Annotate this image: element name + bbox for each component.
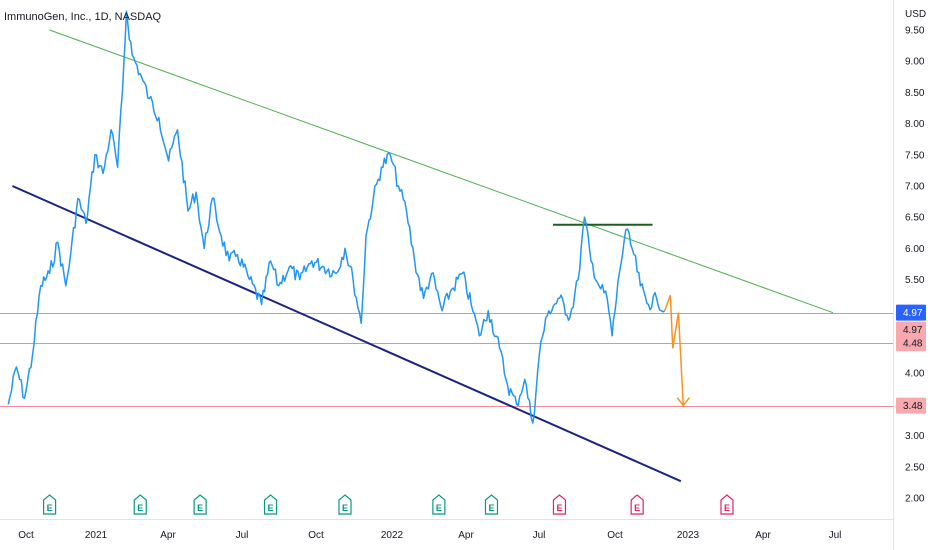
projection-path	[663, 294, 685, 406]
x-tick-label: Apr	[160, 530, 176, 541]
earnings-marker-5[interactable]: E	[432, 494, 446, 515]
earnings-marker-0[interactable]: E	[43, 494, 57, 515]
earnings-badge	[43, 494, 57, 515]
earnings-marker-9[interactable]: E	[720, 494, 734, 515]
earnings-label: E	[634, 503, 640, 513]
x-tick-label: Oct	[308, 530, 324, 541]
price-line	[7, 10, 666, 424]
projection-arrowhead	[676, 397, 690, 407]
x-tick-label: Jul	[533, 530, 546, 541]
y-tick-label: 7.50	[905, 150, 925, 161]
y-tick-label: 4.00	[905, 369, 925, 380]
earnings-badge	[263, 494, 278, 515]
earnings-label: E	[724, 503, 730, 513]
x-tick-label: Apr	[755, 530, 771, 541]
price-series	[7, 10, 666, 424]
earnings-badge	[552, 494, 567, 515]
x-tick-label: Oct	[607, 530, 623, 541]
earnings-badge	[338, 494, 352, 515]
earnings-label: E	[197, 503, 203, 513]
price-label-0: 4.97	[903, 308, 923, 319]
price-labels: 4.97 4.97 4.48 3.48	[896, 304, 926, 414]
x-tick-label: Oct	[18, 530, 34, 541]
earnings-badge	[133, 494, 147, 515]
earnings-label: E	[342, 503, 348, 513]
x-tick-label: 2021	[85, 530, 108, 541]
y-tick-label: 3.00	[905, 431, 925, 442]
earnings-badge	[432, 494, 446, 515]
time-axis[interactable]: Oct 2021 Apr Jul Oct 2022 Apr Jul Oct 2023 Apr Jul	[18, 530, 841, 541]
y-tick-label: 7.00	[905, 182, 925, 193]
y-tick-label: 8.50	[905, 88, 925, 99]
chart-title: ImmunoGen, Inc., 1D, NASDAQ	[4, 11, 162, 23]
y-tick-label: 6.00	[905, 244, 925, 255]
y-tick-label: 2.00	[905, 494, 925, 505]
earnings-label: E	[47, 503, 53, 513]
y-tick-label: 8.00	[905, 119, 925, 130]
earnings-badge	[720, 494, 734, 515]
y-tick-label: 9.00	[905, 57, 925, 68]
y-tick-label: 5.50	[905, 275, 925, 286]
upper-trendline	[49, 29, 834, 314]
price-label-1: 4.97	[903, 325, 923, 336]
y-tick-label: 9.50	[905, 26, 925, 37]
earnings-label: E	[268, 503, 274, 513]
y-tick-label: 2.50	[905, 462, 925, 473]
price-label-3: 3.48	[903, 401, 923, 412]
earnings-label: E	[436, 503, 442, 513]
earnings-marker-8[interactable]: E	[630, 494, 644, 515]
earnings-badge	[630, 494, 644, 515]
earnings-badge	[484, 494, 499, 515]
earnings-label: E	[137, 503, 143, 513]
earnings-badge	[193, 494, 207, 515]
earnings-marker-7[interactable]: E	[552, 494, 567, 515]
earnings-marker-4[interactable]: E	[338, 494, 352, 515]
price-label-bg-3	[896, 397, 926, 414]
price-label-bg-0	[896, 304, 926, 321]
horizontal-levels	[0, 313, 893, 407]
x-tick-label: Apr	[458, 530, 474, 541]
earnings-marker-1[interactable]: E	[133, 494, 147, 515]
earnings-marker-3[interactable]: E	[263, 494, 278, 515]
lower-trendline	[11, 185, 682, 483]
y-tick-label: 6.50	[905, 213, 925, 224]
earnings-marker-6[interactable]: E	[484, 494, 499, 515]
price-label-bg-2	[896, 335, 926, 352]
trendlines	[11, 29, 834, 483]
price-label-bg-1	[896, 321, 926, 338]
x-tick-label: 2022	[381, 530, 404, 541]
earnings-label: E	[488, 503, 494, 513]
earnings-marker-2[interactable]: E	[193, 494, 207, 515]
projection	[663, 294, 690, 407]
currency-label: USD	[905, 9, 926, 20]
earnings-label: E	[556, 503, 562, 513]
price-label-2: 4.48	[903, 339, 923, 350]
x-tick-label: Jul	[829, 530, 842, 541]
x-tick-label: Jul	[236, 530, 249, 541]
x-tick-label: 2023	[677, 530, 700, 541]
